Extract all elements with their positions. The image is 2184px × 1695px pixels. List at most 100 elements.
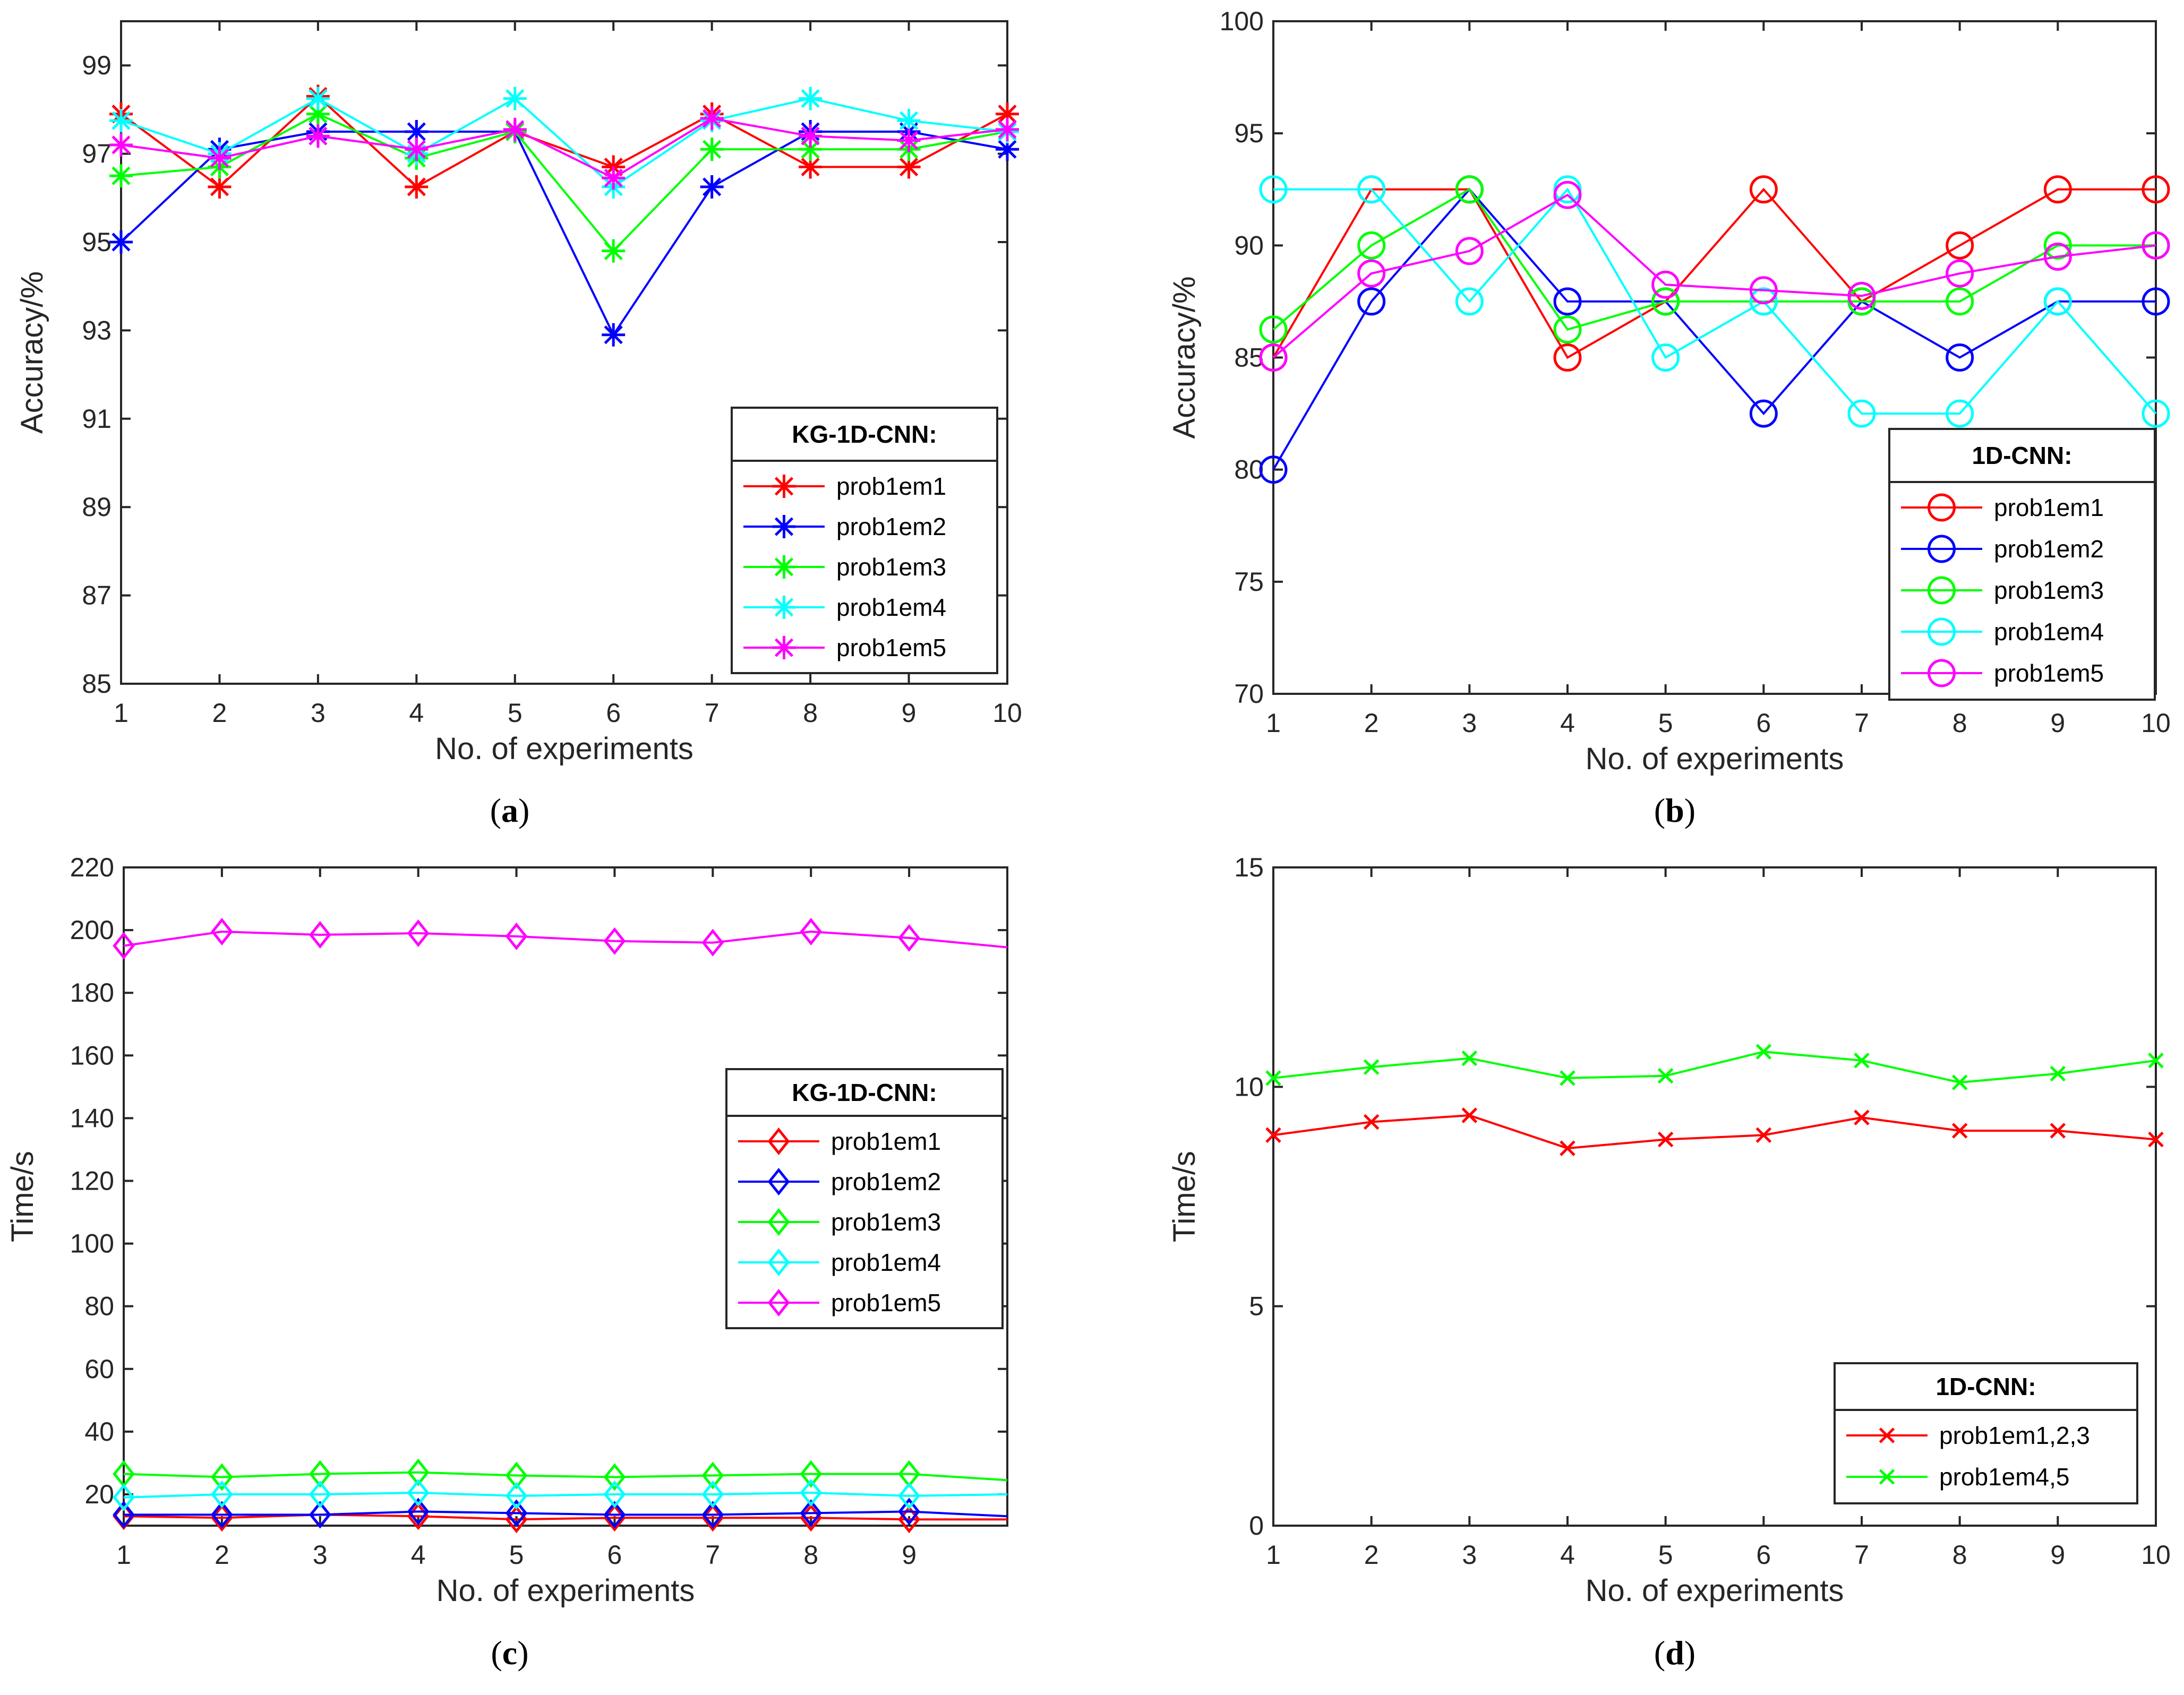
series-prob1em3	[113, 1458, 1008, 1491]
data-point	[109, 230, 133, 254]
data-point	[799, 137, 823, 161]
x-tick-label: 10	[992, 698, 1022, 728]
series-line	[123, 931, 1008, 949]
data-point	[407, 1498, 430, 1526]
legend-title: KG-1D-CNN:	[792, 420, 937, 448]
data-point	[1755, 1127, 1772, 1143]
data-point	[407, 919, 430, 948]
panel-caption: (a)	[490, 791, 530, 829]
data-point	[1560, 1140, 1575, 1156]
y-tick-label: 91	[82, 404, 112, 434]
series-prob1em5	[113, 918, 1008, 960]
data-point	[1749, 287, 1778, 316]
x-tick-label: 9	[902, 698, 917, 728]
y-tick-label: 85	[82, 669, 112, 699]
data-point	[996, 117, 1019, 141]
y-tick-label: 40	[84, 1417, 114, 1447]
data-point	[1553, 287, 1582, 316]
data-point	[701, 1501, 724, 1529]
series-prob1em4,5	[1265, 1044, 2164, 1090]
series-line	[123, 1513, 1007, 1521]
y-tick-label: 60	[84, 1354, 114, 1384]
y-axis-label: Accuracy/%	[15, 271, 49, 434]
data-point	[1363, 1059, 1380, 1075]
data-point	[1946, 259, 1974, 288]
legend-marker	[1928, 493, 1956, 522]
data-point	[602, 166, 626, 190]
data-point	[996, 102, 1019, 126]
data-point	[505, 1499, 528, 1527]
x-tick-label: 9	[2050, 1540, 2065, 1570]
data-point	[1553, 180, 1582, 209]
data-point	[1357, 231, 1386, 260]
y-tick-label: 95	[1234, 118, 1264, 148]
x-tick-label: 3	[311, 698, 326, 728]
x-tick-label: 8	[803, 698, 818, 728]
data-point	[306, 124, 330, 148]
x-tick-label: 4	[409, 698, 424, 728]
data-point	[1847, 281, 1876, 310]
x-tick-label: 7	[1854, 708, 1869, 738]
data-point	[113, 932, 135, 960]
data-point	[1259, 315, 1288, 344]
data-point	[2043, 287, 2072, 316]
legend-label: prob1em1	[1994, 494, 2104, 521]
y-tick-label: 87	[82, 581, 112, 610]
x-tick-label: 5	[508, 698, 523, 728]
legend-label: prob1em1	[836, 472, 946, 500]
legend-label: prob1em2	[831, 1168, 941, 1195]
legend-marker	[767, 1127, 790, 1156]
y-tick-label: 99	[82, 50, 112, 80]
y-tick-label: 120	[70, 1166, 114, 1195]
legend-box	[731, 407, 998, 674]
legend-label: prob1em3	[836, 553, 946, 581]
x-tick-label: 8	[803, 1540, 818, 1570]
y-tick-label: 80	[84, 1292, 114, 1321]
x-tick-label: 4	[411, 1540, 426, 1570]
legend-marker	[767, 1288, 790, 1317]
data-point	[208, 175, 232, 199]
legend: 1D-CNN: prob1em1 prob1em2 prob1em3 prob1em4 p…	[1888, 428, 2156, 701]
data-point	[503, 87, 527, 110]
data-point	[309, 1501, 331, 1529]
series-line	[1272, 193, 2156, 359]
x-tick-label: 6	[1756, 1540, 1771, 1570]
data-point	[1749, 399, 1778, 428]
x-tick-label: 1	[1266, 708, 1281, 738]
legend-label: prob1em3	[831, 1208, 941, 1236]
y-tick-label: 100	[1220, 6, 1264, 36]
data-point	[1755, 1044, 1772, 1060]
panel-caption: (b)	[1654, 791, 1695, 829]
data-point	[109, 133, 133, 157]
data-point	[1455, 237, 1484, 265]
data-point	[898, 1498, 920, 1526]
legend-label: prob1em4	[831, 1249, 941, 1276]
data-point	[800, 918, 823, 946]
data-point	[701, 1461, 724, 1490]
data-point	[1847, 399, 1876, 428]
data-point	[799, 155, 823, 179]
legend-marker	[767, 1248, 790, 1277]
x-tick-label: 1	[114, 698, 129, 728]
x-axis-label: No. of experiments	[1586, 1573, 1844, 1608]
y-tick-label: 95	[82, 227, 112, 257]
legend-box	[1888, 428, 2156, 701]
data-point	[113, 1501, 135, 1529]
x-tick-label: 2	[1364, 708, 1379, 738]
y-tick-label: 90	[1234, 230, 1264, 260]
series-line	[123, 1491, 1008, 1499]
legend-label: prob1em2	[1994, 535, 2104, 563]
series-prob1em5	[109, 107, 1019, 190]
data-point	[603, 927, 626, 955]
y-tick-label: 10	[1234, 1072, 1264, 1102]
data-point	[1749, 276, 1778, 305]
legend-label: prob1em1	[831, 1128, 941, 1155]
data-point	[505, 1461, 528, 1490]
chart-d: 1 2 3 4 5 6 7 8 9 10 0 5 10 15 No. of experiments Time/…	[1167, 853, 2171, 1672]
data-point	[407, 1478, 430, 1507]
series-prob1em1,2,3	[1265, 1107, 2164, 1156]
data-point	[1455, 175, 1484, 204]
data-point	[603, 1501, 626, 1529]
series-line	[1273, 187, 2157, 415]
